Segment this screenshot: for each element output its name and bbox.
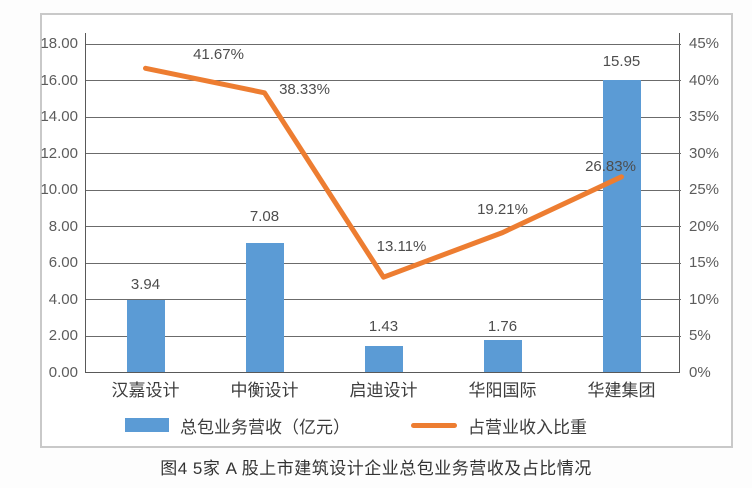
bar-value-label: 1.43 — [368, 317, 399, 335]
figure-caption: 图4 5家 A 股上市建筑设计企业总包业务营收及占比情况 — [160, 459, 592, 478]
category-label: 中衡设计 — [230, 381, 299, 400]
gridline — [86, 189, 681, 191]
ratio-line-path — [143, 65, 624, 280]
right-axis-tick-label: 35% — [689, 108, 720, 126]
bar-value-label: 1.76 — [487, 317, 518, 335]
line-point-label: 41.67% — [193, 46, 244, 64]
right-axis-tick-label: 0% — [689, 364, 711, 381]
right-axis-tick-label: 10% — [689, 290, 720, 308]
bar-value-label: 15.95 — [602, 53, 641, 71]
bar — [364, 345, 403, 372]
gridline — [86, 335, 681, 337]
gridline — [86, 262, 681, 264]
figure-border: 18.00 16.00 14.00 12.00 10.00 8.00 6.00 4.00 2.0… — [40, 13, 733, 448]
legend-label: 占营业收入比重 — [468, 417, 587, 437]
ratio-line — [143, 65, 624, 280]
right-axis-tick-label: 15% — [689, 254, 720, 272]
line-point-label: 19.21% — [477, 200, 528, 218]
legend-item-bar-series: 总包业务营收（亿元） — [125, 413, 350, 438]
category-label: 华阳国际 — [468, 381, 537, 400]
line-point-label: 13.11% — [376, 238, 427, 256]
gridline — [86, 116, 681, 118]
right-axis-tick-label: 25% — [689, 181, 720, 199]
right-axis-tick-label: 5% — [689, 327, 711, 345]
bar — [483, 339, 522, 372]
left-axis-tick-label: 12.00 — [40, 144, 78, 162]
category-label: 华建集团 — [587, 381, 656, 400]
left-axis-tick-label: 4.00 — [48, 290, 78, 308]
right-axis-tick-label: 20% — [689, 217, 720, 235]
left-axis-tick-label: 10.00 — [40, 181, 78, 199]
gridline — [86, 299, 681, 301]
legend-item-line-series: 占营业收入比重 — [411, 413, 587, 438]
line-point-label: 26.83% — [585, 157, 636, 175]
legend-line-marker-icon — [411, 422, 457, 428]
right-axis-tick-label: 45% — [689, 35, 720, 52]
bar — [602, 80, 641, 372]
left-axis-tick-label: 0.00 — [48, 364, 78, 381]
legend-label: 总包业务营收（亿元） — [180, 417, 350, 437]
bar — [245, 242, 284, 372]
bar — [126, 300, 165, 372]
right-axis-tick-label: 30% — [689, 144, 720, 162]
category-label: 汉嘉设计 — [111, 381, 180, 400]
gridline — [86, 44, 681, 45]
gridline — [86, 80, 681, 82]
legend-bar-swatch-icon — [125, 418, 169, 432]
left-axis-tick-label: 6.00 — [48, 254, 78, 272]
legend: 总包业务营收（亿元） 占营业收入比重 — [125, 412, 587, 438]
chart-plot-area: 18.00 16.00 14.00 12.00 10.00 8.00 6.00 4.00 2.0… — [40, 33, 719, 400]
gridline — [86, 153, 681, 155]
bar-value-label: 3.94 — [130, 275, 161, 293]
left-axis-tick-label: 18.00 — [40, 35, 78, 52]
right-axis-tick-label: 40% — [689, 71, 720, 89]
left-axis-tick-label: 8.00 — [48, 217, 78, 235]
left-axis-tick-label: 14.00 — [40, 108, 78, 126]
gridline — [86, 226, 681, 228]
left-axis-tick-label: 16.00 — [40, 71, 78, 89]
left-axis-tick-label: 2.00 — [48, 327, 78, 345]
bar-value-label: 7.08 — [249, 207, 280, 225]
category-label: 启迪设计 — [349, 381, 418, 400]
line-point-label: 38.33% — [279, 80, 330, 98]
